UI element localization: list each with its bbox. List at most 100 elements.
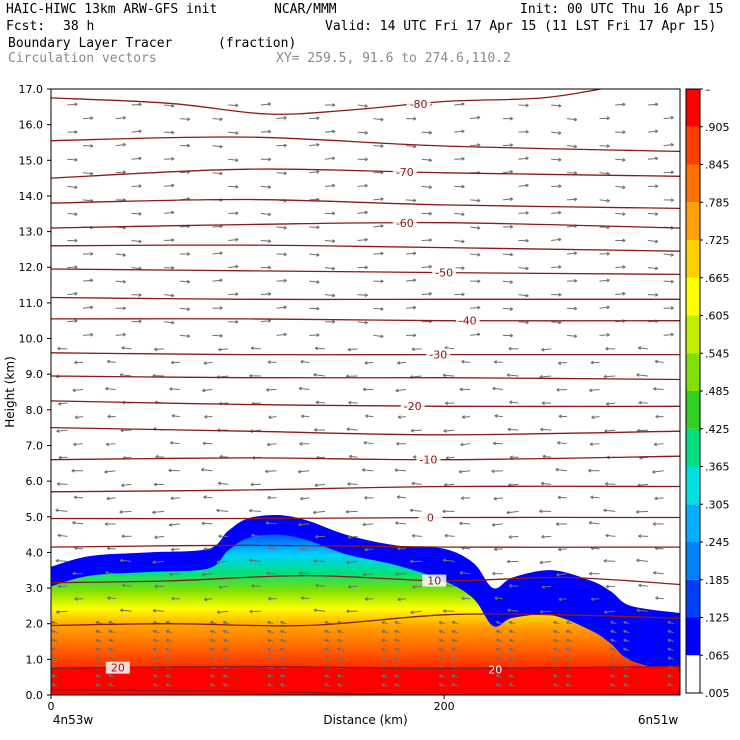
circulation-vector xyxy=(406,199,416,202)
circulation-vector xyxy=(325,267,335,270)
isotherm-label: 20 xyxy=(111,662,125,675)
circulation-vector xyxy=(443,510,455,513)
colorbar-label: .905 xyxy=(705,121,730,134)
y-tick-label: 16.0 xyxy=(19,119,44,132)
circulation-vector xyxy=(600,333,610,336)
circulation-vector xyxy=(519,130,529,133)
circulation-vector xyxy=(470,306,480,309)
colorbar-label: .125 xyxy=(705,612,730,625)
circulation-vector xyxy=(277,306,287,309)
circulation-vector xyxy=(373,118,383,121)
circulation-vector xyxy=(503,170,513,173)
colorbar-swatch xyxy=(686,504,700,542)
circulation-vector xyxy=(454,157,464,160)
circulation-vector xyxy=(364,496,373,499)
circulation-vector xyxy=(121,484,131,487)
colorbar-label: – xyxy=(705,83,711,96)
circulation-vector xyxy=(615,158,625,161)
circulation-vector xyxy=(422,131,432,134)
isotherm-line xyxy=(51,199,680,208)
circulation-vector xyxy=(543,455,551,458)
circulation-vector xyxy=(180,118,190,121)
circulation-vector xyxy=(470,199,480,202)
circulation-vector xyxy=(261,130,271,133)
circulation-vector xyxy=(653,571,663,574)
circulation-vector xyxy=(615,186,625,189)
circulation-vector xyxy=(251,347,261,350)
circulation-vector xyxy=(261,266,271,269)
y-tick-label: 12.0 xyxy=(19,261,44,274)
circulation-vector xyxy=(116,333,126,336)
circulation-vector xyxy=(606,534,616,537)
y-tick-label: 2.0 xyxy=(26,618,44,631)
circulation-vector xyxy=(83,145,93,148)
circulation-vector xyxy=(83,306,93,309)
y-tick-label: 0.0 xyxy=(26,689,44,702)
circulation-vector xyxy=(664,280,674,283)
circulation-vector xyxy=(664,333,674,336)
circulation-vector xyxy=(655,360,664,363)
circulation-vector xyxy=(358,104,368,107)
y-tick-label: 14.0 xyxy=(19,190,44,203)
circulation-vector xyxy=(348,348,358,351)
circulation-vector xyxy=(615,239,625,242)
isotherm-line xyxy=(51,87,611,114)
circulation-vector xyxy=(73,389,83,392)
colorbar-label: .485 xyxy=(705,385,730,398)
circulation-vector xyxy=(172,415,180,418)
circulation-vector xyxy=(73,443,83,446)
isotherm-label: 0 xyxy=(427,512,434,525)
isotherm-line xyxy=(51,456,680,460)
circulation-vector xyxy=(648,103,658,106)
circulation-vector xyxy=(131,212,141,215)
circulation-vector xyxy=(373,145,383,148)
colorbar: .005.065.125.185.245.305.365.425.485.545… xyxy=(686,83,730,700)
circulation-vector xyxy=(261,186,271,189)
colorbar-swatch xyxy=(686,655,700,693)
circulation-vector xyxy=(410,509,422,512)
circulation-vector xyxy=(365,415,373,418)
circulation-vector xyxy=(556,523,567,526)
circulation-vector xyxy=(492,523,503,526)
circulation-vector xyxy=(539,510,551,513)
circulation-vector xyxy=(652,470,663,473)
circulation-vector xyxy=(171,361,180,364)
circulation-vector xyxy=(300,497,309,500)
circulation-vector xyxy=(358,158,368,161)
circulation-vector xyxy=(590,443,600,446)
circulation-vector xyxy=(600,306,610,309)
circulation-vector xyxy=(277,144,287,147)
circulation-vector xyxy=(509,536,519,539)
circulation-vector xyxy=(180,253,190,256)
y-tick-label: 13.0 xyxy=(19,226,44,239)
circulation-vector xyxy=(228,293,238,296)
circulation-vector xyxy=(164,239,174,242)
circulation-vector xyxy=(445,402,454,405)
circulation-vector xyxy=(398,416,406,419)
circulation-vector xyxy=(301,415,309,418)
circulation-vector xyxy=(277,226,287,229)
circulation-vector xyxy=(261,103,271,106)
circulation-vector xyxy=(83,333,93,336)
circulation-vector xyxy=(325,157,335,160)
circulation-vector xyxy=(589,389,599,392)
circulation-vector xyxy=(615,213,625,216)
circulation-vector xyxy=(309,143,319,146)
circulation-vector xyxy=(228,131,238,134)
circulation-vector xyxy=(470,333,480,336)
circulation-vector xyxy=(204,362,213,365)
circulation-vector xyxy=(180,335,190,338)
circulation-vector xyxy=(74,361,83,364)
circulation-vector xyxy=(510,456,519,459)
circulation-vector xyxy=(454,213,464,216)
circulation-vector xyxy=(551,293,561,296)
colorbar-swatch xyxy=(686,467,700,505)
circulation-vector xyxy=(107,360,116,363)
circulation-vector xyxy=(325,320,335,323)
circulation-vector xyxy=(558,496,567,499)
circulation-vector xyxy=(131,320,141,323)
circulation-vector xyxy=(541,482,551,485)
circulation-vector xyxy=(422,212,432,215)
circulation-vector xyxy=(204,415,212,418)
circulation-vector xyxy=(460,388,470,391)
